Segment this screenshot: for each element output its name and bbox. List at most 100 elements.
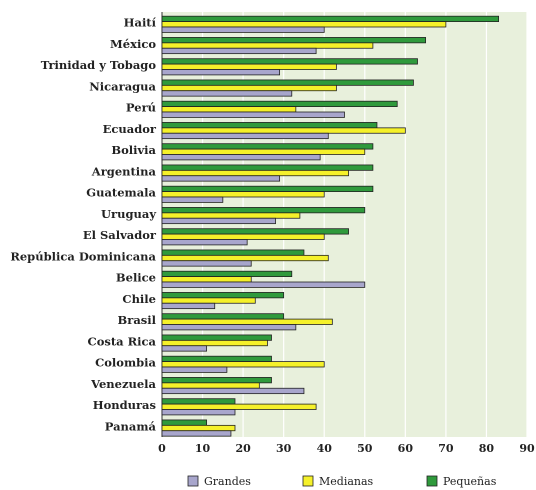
category-label: Honduras bbox=[93, 398, 156, 412]
bar bbox=[161, 90, 293, 97]
x-tick-label: 80 bbox=[479, 442, 495, 455]
x-tick-label: 10 bbox=[195, 442, 211, 455]
x-tick-label: 50 bbox=[357, 442, 373, 455]
x-tick-label: 40 bbox=[317, 442, 333, 455]
x-tick-label: 60 bbox=[398, 442, 414, 455]
bar bbox=[161, 334, 272, 341]
bar bbox=[161, 260, 252, 267]
bar bbox=[161, 313, 285, 320]
x-tick-label: 20 bbox=[235, 442, 251, 455]
bar bbox=[161, 430, 232, 437]
bar bbox=[161, 233, 325, 240]
bar bbox=[161, 69, 281, 76]
category-labels: Haití México Trinidad y Tobago Nicaragua Per… bbox=[10, 16, 157, 434]
bar bbox=[161, 345, 208, 352]
category-label: Haití bbox=[124, 16, 157, 30]
category-label: Belice bbox=[116, 271, 156, 285]
bar bbox=[161, 37, 427, 44]
bar bbox=[161, 196, 224, 203]
category-label: El Salvador bbox=[83, 228, 157, 242]
legend-label: Grandes bbox=[204, 475, 251, 488]
bar bbox=[161, 403, 317, 410]
bar bbox=[161, 419, 208, 426]
bar bbox=[161, 47, 317, 55]
category-label: Panamá bbox=[105, 419, 157, 433]
category-label: Bolivia bbox=[111, 143, 156, 157]
category-label: Argentina bbox=[91, 164, 157, 178]
x-tick-label: 0 bbox=[158, 442, 166, 455]
legend-swatch bbox=[426, 475, 438, 487]
bar bbox=[161, 281, 366, 288]
category-label: Costa Rica bbox=[88, 334, 157, 348]
bar bbox=[161, 276, 252, 283]
bar bbox=[161, 228, 349, 235]
bar bbox=[161, 217, 276, 225]
category-label: Nicaragua bbox=[89, 79, 156, 93]
bar bbox=[161, 15, 500, 23]
plot-area bbox=[161, 12, 528, 437]
bar bbox=[161, 339, 268, 347]
bar bbox=[161, 58, 418, 65]
bar bbox=[161, 132, 329, 140]
bar bbox=[161, 387, 305, 395]
category-label: Chile bbox=[122, 292, 156, 306]
x-tick-label: 70 bbox=[438, 442, 454, 455]
category-label: Brasil bbox=[118, 313, 157, 327]
bar bbox=[161, 409, 236, 416]
x-axis-ticks: 0 10 20 30 40 50 60 70 80 90 bbox=[158, 442, 535, 455]
bar bbox=[161, 366, 228, 373]
bar bbox=[161, 122, 378, 129]
bar bbox=[161, 324, 297, 331]
bar bbox=[161, 63, 337, 70]
legend-swatch bbox=[302, 475, 314, 487]
category-label: Venezuela bbox=[90, 377, 156, 391]
bar bbox=[161, 254, 329, 262]
bar bbox=[161, 84, 337, 92]
bar bbox=[161, 318, 333, 325]
bar bbox=[161, 382, 260, 389]
bar bbox=[161, 148, 366, 155]
bar bbox=[161, 398, 236, 405]
bar bbox=[161, 127, 406, 134]
bar bbox=[161, 100, 398, 107]
category-label: República Dominicana bbox=[10, 249, 156, 263]
bar bbox=[161, 79, 414, 86]
bar bbox=[161, 249, 305, 256]
category-label: Uruguay bbox=[101, 207, 156, 221]
bar bbox=[161, 361, 325, 368]
bar bbox=[161, 169, 349, 177]
bar bbox=[161, 302, 216, 310]
bar bbox=[161, 191, 325, 198]
bar bbox=[161, 21, 447, 28]
bar bbox=[161, 42, 374, 49]
bar bbox=[161, 164, 374, 171]
bar bbox=[161, 207, 366, 214]
legend: Grandes Medianas Pequeñas bbox=[187, 475, 497, 488]
bar bbox=[161, 355, 272, 363]
category-label: México bbox=[110, 37, 156, 51]
category-label: Perú bbox=[126, 101, 156, 115]
bar bbox=[161, 154, 321, 161]
bar bbox=[161, 292, 285, 299]
x-tick-label: 30 bbox=[276, 442, 292, 455]
bar bbox=[161, 175, 281, 182]
legend-label: Medianas bbox=[319, 475, 374, 488]
category-label: Colombia bbox=[95, 356, 156, 370]
bar bbox=[161, 297, 256, 304]
bar bbox=[161, 239, 248, 246]
bar bbox=[161, 106, 297, 113]
bar bbox=[161, 143, 374, 150]
category-label: Ecuador bbox=[103, 122, 157, 136]
bar bbox=[161, 377, 272, 384]
legend-swatch bbox=[187, 475, 199, 487]
plot-background bbox=[162, 12, 527, 437]
bar bbox=[161, 26, 325, 33]
bar bbox=[161, 111, 345, 118]
x-tick-label: 90 bbox=[519, 442, 535, 455]
bar bbox=[161, 185, 374, 192]
bars bbox=[161, 15, 500, 437]
bar bbox=[161, 424, 236, 432]
category-label: Trinidad y Tobago bbox=[41, 58, 157, 72]
bar bbox=[161, 212, 301, 219]
